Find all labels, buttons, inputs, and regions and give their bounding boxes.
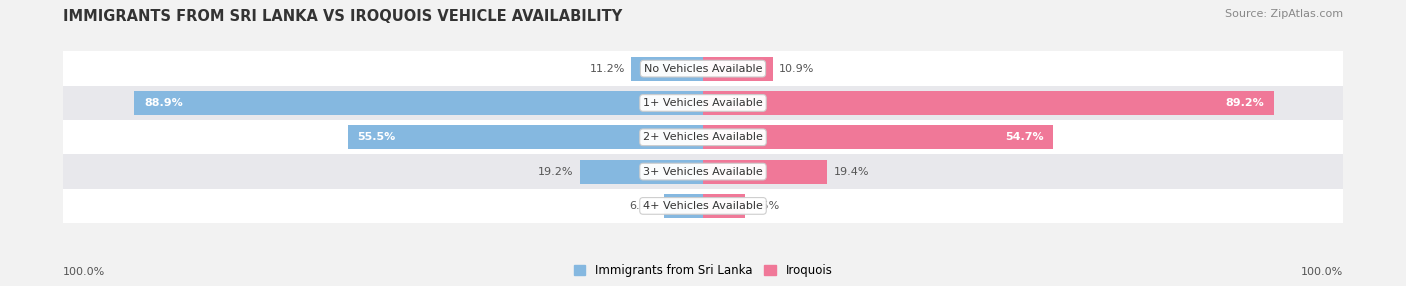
Bar <box>703 160 827 184</box>
Bar <box>63 86 1343 120</box>
Text: 100.0%: 100.0% <box>63 267 105 277</box>
Text: 54.7%: 54.7% <box>1005 132 1043 142</box>
Text: No Vehicles Available: No Vehicles Available <box>644 64 762 74</box>
Text: 1+ Vehicles Available: 1+ Vehicles Available <box>643 98 763 108</box>
Bar <box>135 91 703 115</box>
Text: Source: ZipAtlas.com: Source: ZipAtlas.com <box>1225 9 1343 19</box>
Bar <box>703 91 1274 115</box>
Text: 19.2%: 19.2% <box>538 167 574 176</box>
Text: 4+ Vehicles Available: 4+ Vehicles Available <box>643 201 763 211</box>
Text: 88.9%: 88.9% <box>143 98 183 108</box>
Bar <box>703 194 745 218</box>
Text: 10.9%: 10.9% <box>779 64 814 74</box>
Bar <box>703 57 773 81</box>
Bar <box>703 125 1053 149</box>
Text: 6.5%: 6.5% <box>751 201 779 211</box>
Text: 6.1%: 6.1% <box>630 201 658 211</box>
Text: 19.4%: 19.4% <box>834 167 869 176</box>
Text: 11.2%: 11.2% <box>589 64 624 74</box>
Bar <box>347 125 703 149</box>
Text: 2+ Vehicles Available: 2+ Vehicles Available <box>643 132 763 142</box>
Text: IMMIGRANTS FROM SRI LANKA VS IROQUOIS VEHICLE AVAILABILITY: IMMIGRANTS FROM SRI LANKA VS IROQUOIS VE… <box>63 9 623 23</box>
Text: 55.5%: 55.5% <box>357 132 396 142</box>
Legend: Immigrants from Sri Lanka, Iroquois: Immigrants from Sri Lanka, Iroquois <box>574 264 832 277</box>
Text: 89.2%: 89.2% <box>1225 98 1264 108</box>
Bar <box>581 160 703 184</box>
Text: 3+ Vehicles Available: 3+ Vehicles Available <box>643 167 763 176</box>
Text: 100.0%: 100.0% <box>1301 267 1343 277</box>
Bar <box>63 189 1343 223</box>
Bar <box>63 154 1343 189</box>
Bar <box>664 194 703 218</box>
Bar <box>63 120 1343 154</box>
Bar <box>631 57 703 81</box>
Bar <box>63 51 1343 86</box>
